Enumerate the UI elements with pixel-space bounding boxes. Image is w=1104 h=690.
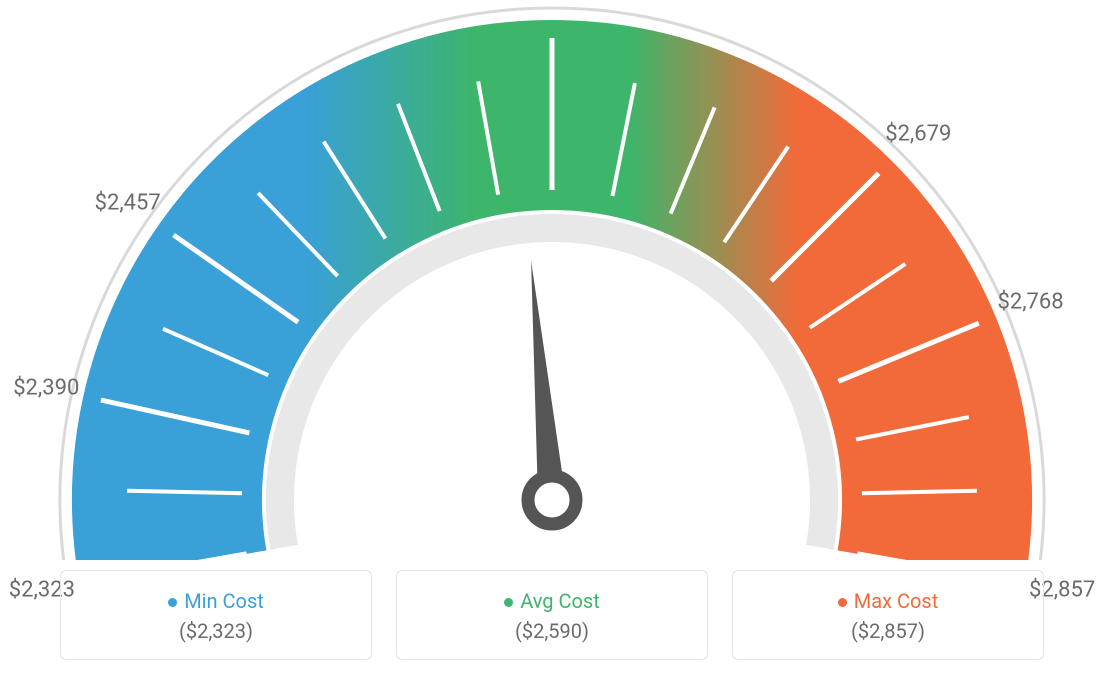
gauge-tick-label: $2,768 <box>997 289 1063 314</box>
gauge: $2,323$2,390$2,457$2,590$2,679$2,768$2,8… <box>0 0 1104 540</box>
legend-min-title: Min Cost <box>71 589 361 613</box>
gauge-tick-label: $2,679 <box>885 121 951 146</box>
legend-max-title: Max Cost <box>743 589 1033 613</box>
dot-icon <box>168 598 177 607</box>
legend-min-value: ($2,323) <box>71 619 361 643</box>
dot-icon <box>838 598 847 607</box>
cost-gauge-chart: $2,323$2,390$2,457$2,590$2,679$2,768$2,8… <box>0 0 1104 690</box>
legend-avg-label: Avg Cost <box>520 589 600 613</box>
legend-card-max: Max Cost ($2,857) <box>732 570 1044 660</box>
gauge-tick-label: $2,457 <box>95 190 161 215</box>
legend-max-value: ($2,857) <box>743 619 1033 643</box>
dot-icon <box>504 598 513 607</box>
legend-row: Min Cost ($2,323) Avg Cost ($2,590) Max … <box>60 570 1044 660</box>
legend-avg-value: ($2,590) <box>407 619 697 643</box>
legend-avg-title: Avg Cost <box>407 589 697 613</box>
gauge-svg <box>0 0 1104 560</box>
legend-card-avg: Avg Cost ($2,590) <box>396 570 708 660</box>
legend-max-label: Max Cost <box>854 589 939 613</box>
legend-card-min: Min Cost ($2,323) <box>60 570 372 660</box>
legend-min-label: Min Cost <box>184 589 264 613</box>
gauge-tick-label: $2,390 <box>13 375 79 400</box>
